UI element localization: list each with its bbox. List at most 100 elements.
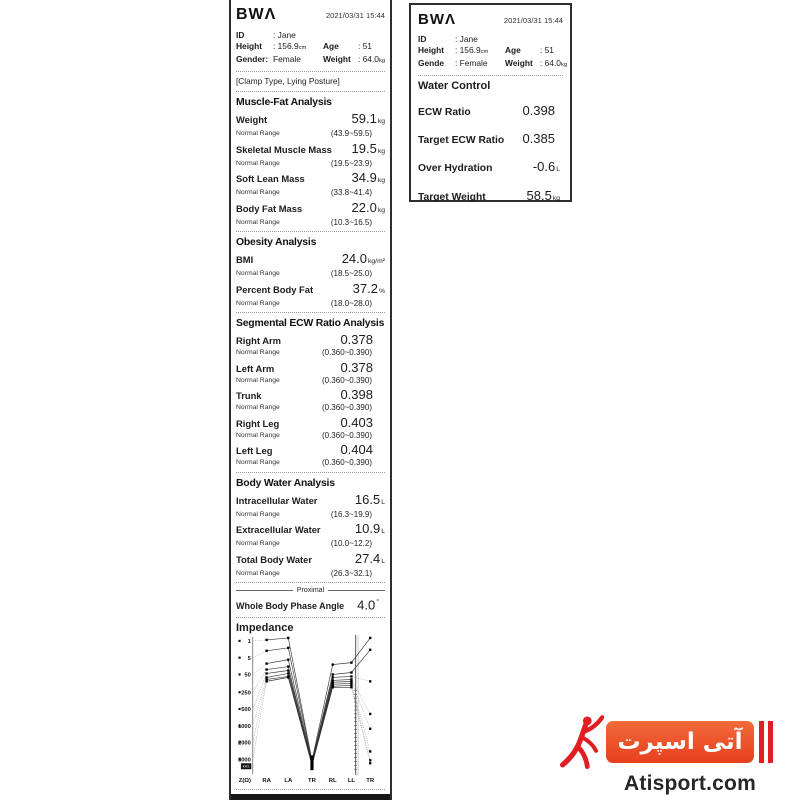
info-value: : 51 xyxy=(540,45,554,55)
analysis-sections: Muscle-Fat Analysis Weight 59.1kg Normal Ra… xyxy=(236,97,385,583)
normal-range-label: Normal Range xyxy=(236,459,280,466)
metric-name: Whole Body Phase Angle xyxy=(236,601,345,612)
separator xyxy=(236,91,385,92)
metric-row: Right Arm 0.378 Normal Range (0.360~0.390) xyxy=(236,333,385,358)
info-value: : 156.9cm xyxy=(273,41,307,51)
metric-unit: L xyxy=(381,557,385,565)
metric-name: Intracellular Water xyxy=(236,494,318,506)
metric-row: Target ECW Ratio 0.385 xyxy=(418,131,563,148)
metric-unit: kg xyxy=(377,177,385,184)
normal-range-value: (0.360~0.390) xyxy=(321,375,372,385)
info-row: ID : Jane xyxy=(236,30,385,41)
normal-range-value: (0.360~0.390) xyxy=(321,458,372,467)
bwa-logo: BWΛ xyxy=(236,6,277,23)
svg-text:1000: 1000 xyxy=(238,724,251,730)
separator xyxy=(236,471,385,473)
svg-text:LL: LL xyxy=(348,778,356,784)
normal-range-label: Normal Range xyxy=(236,299,280,307)
metric-row: Skeletal Muscle Mass 19.5kg Normal Range (1… xyxy=(236,142,385,169)
info-value: : 64.0kg xyxy=(540,58,568,68)
separator xyxy=(418,75,563,76)
normal-range-label: Normal Range xyxy=(236,270,280,277)
metric-row: Right Leg 0.403 Normal Range (0.360~0.390) xyxy=(236,416,385,441)
section-title: Muscle-Fat Analysis xyxy=(236,97,332,108)
metric-name: Right Leg xyxy=(236,417,280,429)
normal-range-value: (0.360~0.390) xyxy=(321,403,372,412)
normal-range-label: Normal Range xyxy=(236,510,280,518)
normal-range-value: (19.5~23.9) xyxy=(330,158,372,168)
atisport-persian-badge: آتی اسپرت xyxy=(606,721,754,763)
unit-label: kg xyxy=(378,58,386,64)
info-label: Height xyxy=(418,45,445,55)
metric-value: 58.5kg xyxy=(526,188,561,203)
info-row: ID: Jane xyxy=(418,34,563,45)
info-value: : 156.9cm xyxy=(455,45,489,55)
svg-text:50: 50 xyxy=(244,673,250,679)
logo-bar xyxy=(768,721,773,763)
metric-value: 19.5kg xyxy=(351,140,386,156)
separator xyxy=(236,231,385,232)
svg-text:TR: TR xyxy=(366,778,375,784)
normal-range-value: (10.0~12.2) xyxy=(330,539,372,548)
degree-unit: ° xyxy=(376,599,379,606)
separator xyxy=(236,582,385,583)
metric-row: Trunk 0.398 Normal Range (0.360~0.390) xyxy=(236,388,385,413)
metric-value: 34.9kg xyxy=(351,170,386,185)
metric-name: Percent Body Fat xyxy=(236,283,314,295)
atisport-domain-label: Atisport.com xyxy=(624,772,756,795)
svg-text:500: 500 xyxy=(241,707,251,713)
info-label: Gender: xyxy=(236,54,269,64)
metric-value: 37.2% xyxy=(352,280,385,296)
svg-text:TR: TR xyxy=(308,778,317,784)
metric-unit: kg xyxy=(552,195,560,202)
metric-name: Left Leg xyxy=(236,445,273,456)
water-control-rows: ECW Ratio 0.398 Target ECW Ratio 0.385 Over … xyxy=(418,103,563,206)
info-label: ID xyxy=(236,30,245,40)
svg-text:3000: 3000 xyxy=(238,758,251,764)
info-label: Age xyxy=(323,41,339,51)
info-value: : 64.0kg xyxy=(358,54,386,64)
info-value: : Jane xyxy=(273,30,296,40)
metric-name: Trunk xyxy=(236,390,262,401)
paper-cut-bar xyxy=(231,794,390,800)
info-value: : Jane xyxy=(455,34,478,44)
phase-angle-row: Whole Body Phase Angle 4.0° xyxy=(236,596,385,613)
normal-range-label: Normal Range xyxy=(236,431,280,439)
metric-row: BMI 24.0kg/m² Normal Range (18.5~25.0) xyxy=(236,252,385,279)
metric-name: Extracellular Water xyxy=(236,524,321,535)
datetime: 2021/03/31 15:44 xyxy=(503,16,563,25)
logo-bars xyxy=(759,721,773,763)
separator xyxy=(236,71,385,72)
receipt-header: BWΛ 2021/03/31 15:44 xyxy=(236,6,385,24)
info-value: : 51 xyxy=(358,41,372,51)
separator xyxy=(236,789,385,791)
normal-range-value: (0.360~0.390) xyxy=(321,348,372,357)
metric-name: Skeletal Muscle Mass xyxy=(236,143,332,155)
normal-range-value: (43.9~59.5) xyxy=(330,129,372,138)
unit-label: kg xyxy=(560,62,568,68)
metric-row: Left Arm 0.378 Normal Range (0.360~0.390) xyxy=(236,361,385,386)
normal-range-value: (10.3~16.5) xyxy=(330,217,372,227)
normal-range-value: (0.360~0.390) xyxy=(321,430,372,440)
svg-text:250: 250 xyxy=(241,691,251,697)
unit-label: cm xyxy=(298,45,307,51)
info-row: Gender: Female Weight: 64.0kg xyxy=(236,54,385,67)
info-value: : Female xyxy=(455,58,488,68)
bwa-logo: BWΛ xyxy=(418,11,456,28)
datetime: 2021/03/31 15:44 xyxy=(325,11,385,20)
svg-text:Z(Ω): Z(Ω) xyxy=(239,778,251,784)
normal-range-label: Normal Range xyxy=(236,159,280,167)
normal-range-label: Normal Range xyxy=(236,130,280,137)
normal-range-value: (18.5~25.0) xyxy=(330,269,372,278)
normal-range-value: (33.8~41.4) xyxy=(330,188,372,197)
patient-info: ID: Jane Height: 156.9cm Age: 51 Gende: Fem… xyxy=(418,34,567,71)
svg-text:5: 5 xyxy=(248,656,252,662)
metric-name: Soft Lean Mass xyxy=(236,173,305,184)
svg-text:2000: 2000 xyxy=(238,741,251,747)
logo-bar xyxy=(759,721,764,763)
section-title: Water Control xyxy=(418,80,491,92)
metric-unit: L xyxy=(381,528,385,535)
right-receipt: BWΛ 2021/03/31 15:44 ID: Jane Height : 156… xyxy=(409,3,572,203)
metric-row: Body Fat Mass 22.0kg Normal Range (10.3~16.… xyxy=(236,201,385,228)
section-title: Body Water Analysis xyxy=(236,477,335,489)
